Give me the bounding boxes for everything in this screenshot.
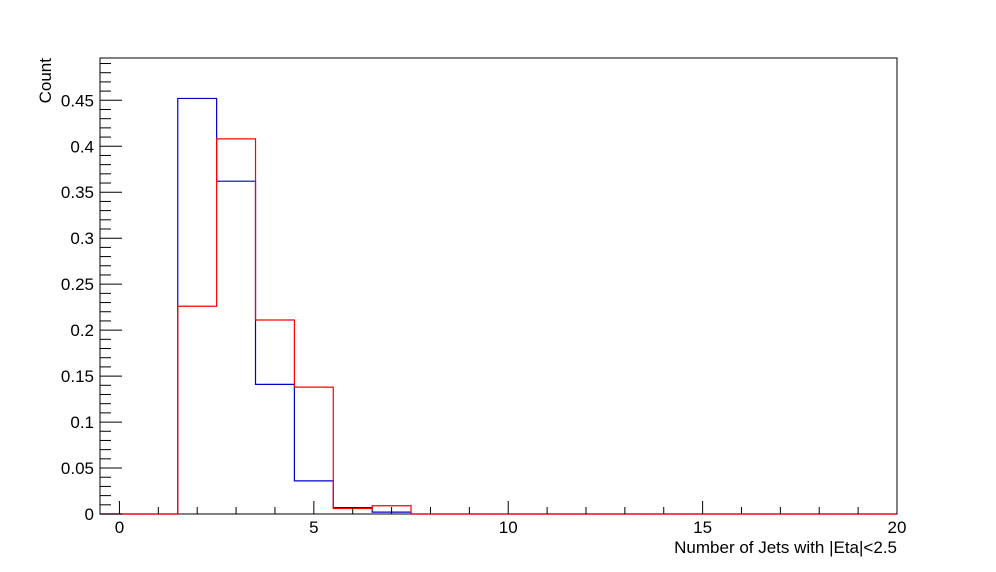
y-tick-label: 0.4 xyxy=(70,137,94,156)
x-tick-label: 5 xyxy=(309,518,318,537)
x-tick-label: 0 xyxy=(115,518,124,537)
x-axis-title: Number of Jets with |Eta|<2.5 xyxy=(674,538,897,557)
plot-frame xyxy=(99,57,898,515)
y-tick-label: 0 xyxy=(85,505,94,524)
x-tick-label: 15 xyxy=(693,518,712,537)
x-tick-label: 10 xyxy=(499,518,518,537)
histogram-series-1 xyxy=(100,97,897,515)
y-axis: 0 0.05 0.1 0.15 0.2 0.25 0.3 0.35 0.4 0.45 xyxy=(61,63,122,524)
y-tick-label: 0.35 xyxy=(61,183,94,202)
x-tick-label: 20 xyxy=(888,518,907,537)
y-tick-label: 0.3 xyxy=(70,229,94,248)
x-axis: 0 5 10 15 20 xyxy=(115,501,907,537)
histogram-series-layer xyxy=(100,97,897,515)
y-tick-label: 0.15 xyxy=(61,367,94,386)
y-axis-title: Count xyxy=(36,58,55,104)
y-tick-label: 0.05 xyxy=(61,459,94,478)
y-tick-label: 0.2 xyxy=(70,321,94,340)
y-tick-label: 0.25 xyxy=(61,275,94,294)
y-tick-label: 0.1 xyxy=(70,413,94,432)
histogram-series-2 xyxy=(100,138,897,515)
y-tick-label: 0.45 xyxy=(61,91,94,110)
